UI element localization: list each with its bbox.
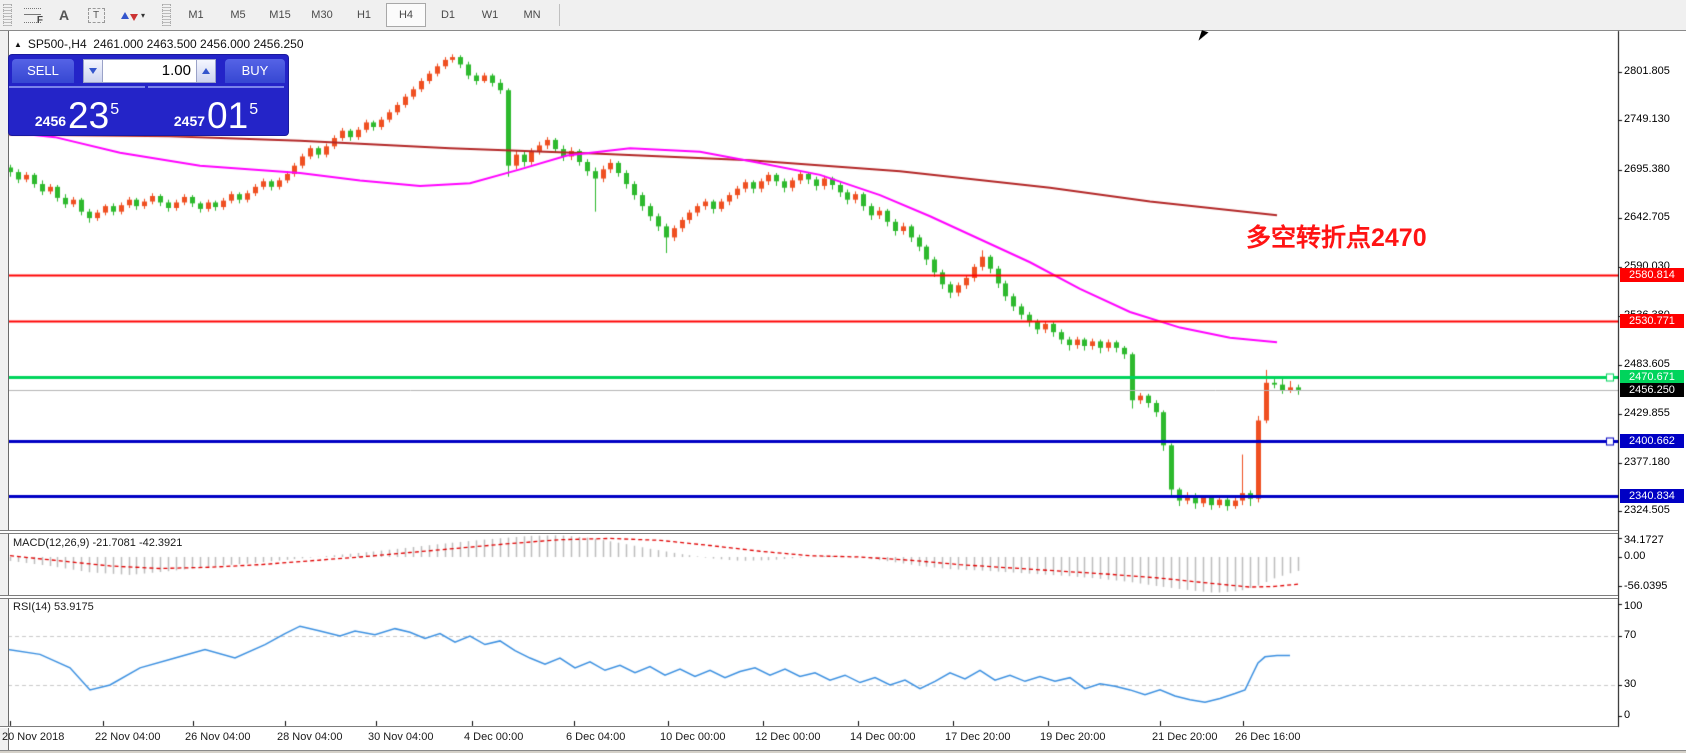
rsi-indicator-title: RSI(14) 53.9175 <box>13 601 94 613</box>
volume-increase-button[interactable] <box>196 58 216 83</box>
time-axis-label: 10 Dec 00:00 <box>660 731 726 743</box>
sell-price-quote[interactable]: 2456 23 5 <box>9 86 145 135</box>
buy-button[interactable]: BUY <box>225 58 285 83</box>
volume-input[interactable] <box>103 58 196 83</box>
time-axis-label: 26 Dec 16:00 <box>1235 731 1301 743</box>
rsi-axis-label: 0 <box>1624 709 1631 721</box>
time-axis-label: 22 Nov 04:00 <box>95 731 161 743</box>
time-axis-label: 20 Nov 2018 <box>2 731 65 743</box>
level-price-label: 2470.671 <box>1620 369 1684 384</box>
price-tick-label: 2429.855 <box>1624 407 1670 420</box>
macd-axis-label: 0.00 <box>1624 550 1646 562</box>
window-bottom-frame <box>0 750 1686 753</box>
price-tick-label: 2749.130 <box>1624 113 1670 126</box>
time-axis-label: 14 Dec 00:00 <box>850 731 916 743</box>
rsi-axis-label: 30 <box>1624 678 1637 690</box>
macd-indicator-title: MACD(12,26,9) -21.7081 -42.3921 <box>13 537 183 549</box>
level-price-label: 2340.834 <box>1620 489 1684 504</box>
time-axis-label: 21 Dec 20:00 <box>1152 731 1218 743</box>
macd-axis-label: 34.1727 <box>1624 534 1664 546</box>
time-axis-label: 17 Dec 20:00 <box>945 731 1011 743</box>
rsi-axis-label: 70 <box>1624 629 1637 641</box>
level-price-label: 2400.662 <box>1620 434 1684 449</box>
time-axis-label: 4 Dec 00:00 <box>464 731 524 743</box>
volume-stepper <box>83 58 216 83</box>
time-axis-label: 12 Dec 00:00 <box>755 731 821 743</box>
collapse-trade-panel-icon[interactable]: ▲ <box>14 40 22 49</box>
price-tick-label: 2377.180 <box>1624 455 1670 468</box>
volume-decrease-button[interactable] <box>83 58 103 83</box>
sell-button[interactable]: SELL <box>12 58 74 83</box>
spinner-down-icon <box>89 67 97 74</box>
bid-price-label: 2456.250 <box>1620 382 1684 397</box>
panel-separator[interactable] <box>0 530 1618 534</box>
time-axis-label: 30 Nov 04:00 <box>368 731 434 743</box>
time-axis-label: 6 Dec 04:00 <box>566 731 626 743</box>
price-tick-label: 2324.505 <box>1624 504 1670 517</box>
price-tick-label: 2801.805 <box>1624 65 1670 77</box>
level-price-label: 2580.814 <box>1620 268 1684 283</box>
chart-annotation-text[interactable]: 多空转折点2470 <box>1246 224 1427 252</box>
rsi-axis-label: 100 <box>1624 600 1643 612</box>
price-tick-label: 2642.705 <box>1624 211 1670 224</box>
price-tick-label: 2695.380 <box>1624 162 1670 175</box>
time-axis-label: 19 Dec 20:00 <box>1040 731 1106 743</box>
macd-axis-label: -56.0395 <box>1624 580 1668 592</box>
panel-separator[interactable] <box>0 595 1618 599</box>
window-left-frame <box>0 31 9 753</box>
panel-separator <box>0 726 1618 728</box>
level-price-label: 2530.771 <box>1620 314 1684 329</box>
price-tick-label: 2483.605 <box>1624 357 1670 370</box>
one-click-trading-panel: SELL BUY 2456 23 5 2457 01 5 <box>9 55 288 135</box>
symbol-header: ▲ SP500-,H4 2461.000 2463.500 2456.000 24… <box>14 37 304 51</box>
time-axis-label: 26 Nov 04:00 <box>185 731 251 743</box>
time-axis-label: 28 Nov 04:00 <box>277 731 343 743</box>
symbol-ohlc-text: SP500-,H4 2461.000 2463.500 2456.000 245… <box>27 37 304 51</box>
spinner-up-icon <box>202 67 210 74</box>
buy-price-quote[interactable]: 2457 01 5 <box>148 86 284 135</box>
